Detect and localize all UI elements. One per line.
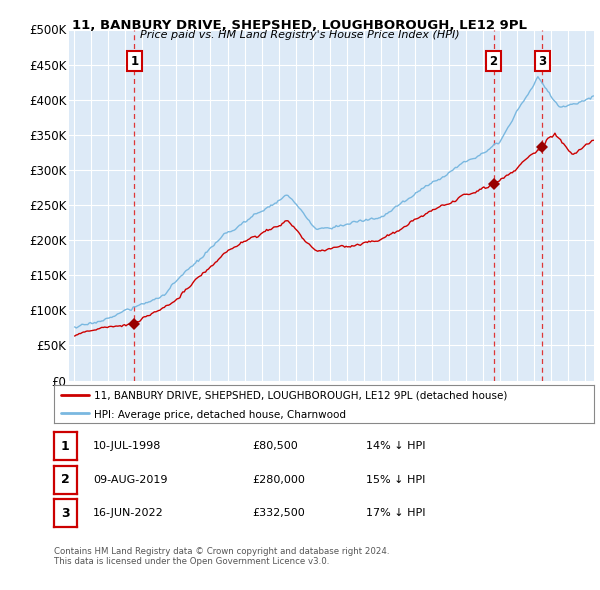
Text: 3: 3 [61,507,70,520]
Text: 11, BANBURY DRIVE, SHEPSHED, LOUGHBOROUGH, LE12 9PL: 11, BANBURY DRIVE, SHEPSHED, LOUGHBOROUG… [73,19,527,32]
Text: 1: 1 [61,440,70,453]
Text: Contains HM Land Registry data © Crown copyright and database right 2024.: Contains HM Land Registry data © Crown c… [54,547,389,556]
Text: 11, BANBURY DRIVE, SHEPSHED, LOUGHBOROUGH, LE12 9PL (detached house): 11, BANBURY DRIVE, SHEPSHED, LOUGHBOROUG… [95,391,508,401]
Text: 14% ↓ HPI: 14% ↓ HPI [366,441,425,451]
Text: 09-AUG-2019: 09-AUG-2019 [93,475,167,484]
Text: 10-JUL-1998: 10-JUL-1998 [93,441,161,451]
Text: £280,000: £280,000 [252,475,305,484]
Text: This data is licensed under the Open Government Licence v3.0.: This data is licensed under the Open Gov… [54,558,329,566]
Text: £80,500: £80,500 [252,441,298,451]
Text: 1: 1 [130,55,139,68]
Text: 2: 2 [490,55,497,68]
Text: 16-JUN-2022: 16-JUN-2022 [93,509,164,518]
Text: 2: 2 [61,473,70,486]
Text: 15% ↓ HPI: 15% ↓ HPI [366,475,425,484]
Text: HPI: Average price, detached house, Charnwood: HPI: Average price, detached house, Char… [95,409,347,419]
Text: £332,500: £332,500 [252,509,305,518]
Text: Price paid vs. HM Land Registry's House Price Index (HPI): Price paid vs. HM Land Registry's House … [140,30,460,40]
Text: 17% ↓ HPI: 17% ↓ HPI [366,509,425,518]
Text: 3: 3 [538,55,546,68]
